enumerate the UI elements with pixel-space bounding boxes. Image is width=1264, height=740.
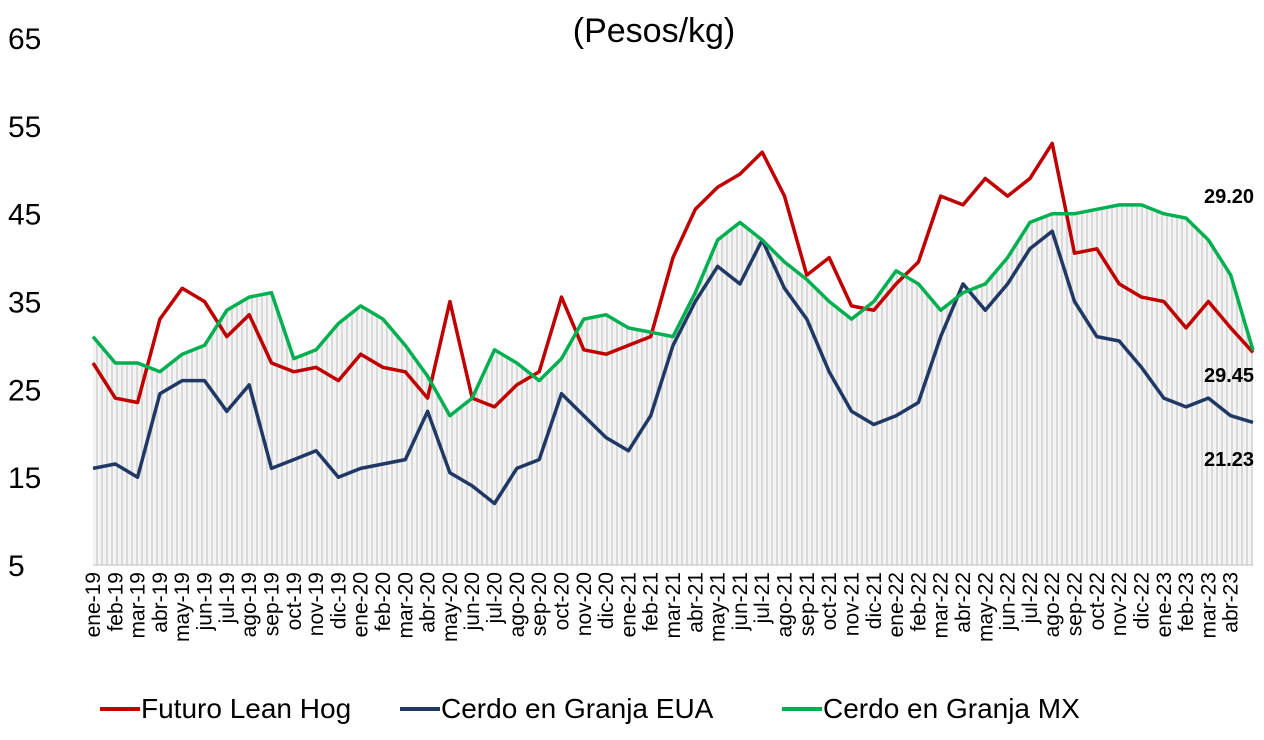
x-tick-label: ene-22 xyxy=(885,572,908,637)
x-tick-label: jul-20 xyxy=(484,572,507,624)
x-tick-label: jul-19 xyxy=(216,572,239,624)
x-tick-label: jul-21 xyxy=(751,572,774,624)
x-tick-label: feb-19 xyxy=(104,572,127,632)
x-tick-label: mar-23 xyxy=(1197,572,1220,639)
x-tick-label: feb-21 xyxy=(640,572,663,632)
legend-label: Cerdo en Granja EUA xyxy=(441,693,714,724)
x-tick-label: jun-20 xyxy=(461,572,484,631)
x-tick-label: ene-20 xyxy=(350,572,373,637)
annotation: 21.23 xyxy=(1204,449,1254,471)
x-tick-label: abr-20 xyxy=(417,572,440,633)
x-tick-label: oct-22 xyxy=(1086,572,1109,630)
x-tick-label: abr-23 xyxy=(1220,572,1243,633)
x-tick-label: mar-21 xyxy=(662,572,685,639)
x-tick-label: jun-19 xyxy=(194,572,217,631)
x-tick-label: sep-22 xyxy=(1064,572,1087,636)
y-tick-label: 45 xyxy=(8,199,41,232)
x-tick-label: nov-19 xyxy=(305,572,328,636)
y-tick-label: 65 xyxy=(8,23,41,56)
x-tick-label: nov-20 xyxy=(573,572,596,636)
x-tick-label: abr-22 xyxy=(952,572,975,633)
x-tick-label: ago-20 xyxy=(506,572,529,637)
x-tick-label: ene-21 xyxy=(617,572,640,637)
x-tick-label: dic-21 xyxy=(863,572,886,629)
y-tick-label: 25 xyxy=(8,374,41,407)
x-tick-label: jul-22 xyxy=(1019,572,1042,624)
series-line xyxy=(92,229,1254,506)
x-tick-label: dic-22 xyxy=(1130,572,1153,629)
x-tick-label: feb-22 xyxy=(907,572,930,632)
x-tick-label: jun-22 xyxy=(997,572,1020,631)
annotation: 29.45 xyxy=(1204,365,1254,387)
x-tick-label: may-19 xyxy=(171,572,194,642)
x-tick-label: sep-19 xyxy=(260,572,283,636)
legend-label: Cerdo en Granja MX xyxy=(823,693,1080,724)
x-tick-label: oct-21 xyxy=(818,572,841,630)
x-tick-label: oct-20 xyxy=(550,572,573,630)
x-tick-label: dic-20 xyxy=(595,572,618,629)
x-tick-label: ene-23 xyxy=(1153,572,1176,637)
x-tick-label: feb-23 xyxy=(1175,572,1198,632)
x-tick-label: ago-21 xyxy=(774,572,797,637)
x-tick-label: ago-22 xyxy=(1041,572,1064,637)
chart-title: (Pesos/kg) xyxy=(573,12,736,50)
x-tick-label: abr-19 xyxy=(149,572,172,633)
y-tick-label: 5 xyxy=(8,550,25,583)
x-tick-label: may-20 xyxy=(439,572,462,642)
legend-label: Futuro Lean Hog xyxy=(141,693,351,724)
series-line xyxy=(91,203,1255,418)
x-tick-label: jun-21 xyxy=(729,572,752,631)
y-tick-label: 35 xyxy=(8,287,41,320)
annotation: 29.20 xyxy=(1204,186,1254,208)
x-tick-label: abr-21 xyxy=(684,572,707,633)
x-tick-label: nov-21 xyxy=(840,572,863,636)
x-tick-label: mar-20 xyxy=(394,572,417,639)
x-tick-label: may-21 xyxy=(707,572,730,642)
x-tick-label: mar-19 xyxy=(127,572,150,639)
x-tick-label: nov-22 xyxy=(1108,572,1131,636)
y-tick-label: 55 xyxy=(8,111,41,144)
x-tick-label: ene-19 xyxy=(82,572,105,637)
x-tick-label: oct-19 xyxy=(283,572,306,630)
x-tick-label: sep-21 xyxy=(796,572,819,636)
x-tick-label: dic-19 xyxy=(327,572,350,629)
x-tick-label: sep-20 xyxy=(528,572,551,636)
series-line xyxy=(91,141,1255,409)
x-tick-label: ago-19 xyxy=(238,572,261,637)
x-tick-label: mar-22 xyxy=(930,572,953,639)
x-tick-label: may-22 xyxy=(974,572,997,642)
y-tick-label: 15 xyxy=(8,462,41,495)
x-tick-label: feb-20 xyxy=(372,572,395,632)
